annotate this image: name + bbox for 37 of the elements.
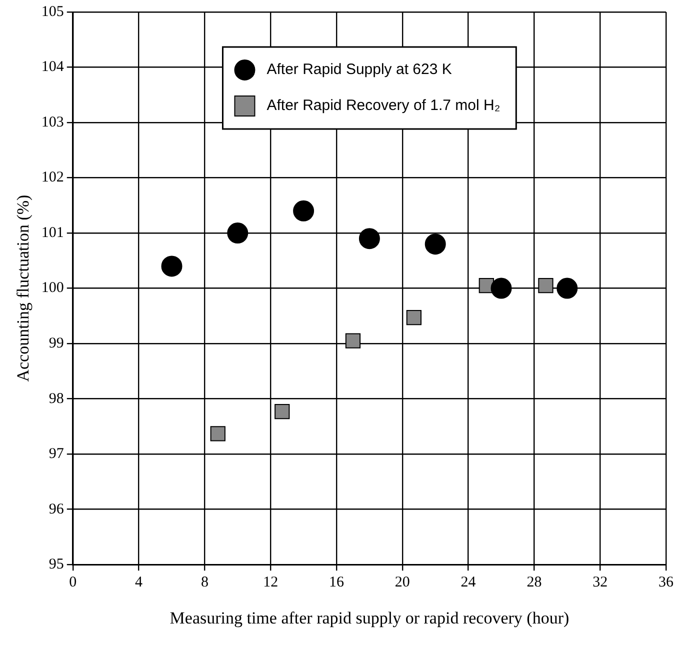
legend-label: After Rapid Recovery of 1.7 mol H₂ [266, 97, 500, 114]
y-tick-label: 95 [48, 556, 64, 573]
point [490, 278, 512, 299]
point [345, 333, 361, 348]
point [358, 228, 380, 250]
x-tick-label: 4 [135, 574, 144, 591]
y-tick-label: 97 [48, 446, 64, 462]
point [424, 234, 446, 255]
y-tick-label: 96 [48, 501, 64, 518]
y-tick-label: 98 [48, 390, 64, 407]
x-tick-label: 24 [460, 574, 476, 591]
y-tick-label: 99 [48, 335, 64, 352]
x-tick-label: 36 [658, 574, 674, 591]
y-axis-title: Accounting fluctuation (%) [14, 194, 33, 382]
x-tick-label: 12 [263, 574, 278, 591]
point [406, 310, 422, 326]
point [538, 278, 554, 294]
y-tick-label: 103 [41, 114, 64, 130]
point [227, 222, 248, 244]
y-tick-label: 102 [41, 170, 64, 186]
point [274, 404, 290, 420]
point [293, 200, 314, 222]
x-tick-label: 32 [592, 574, 608, 591]
point [210, 426, 226, 442]
y-tick-label: 104 [41, 59, 64, 76]
point [556, 278, 578, 299]
x-tick-label: 20 [394, 574, 410, 591]
x-tick-label: 0 [69, 574, 77, 591]
point [161, 256, 182, 277]
legend-label: After Rapid Supply at 623 K [266, 61, 452, 78]
y-tick-label: 101 [41, 224, 64, 241]
x-tick-label: 16 [329, 574, 344, 591]
x-tick-label: 28 [526, 574, 542, 591]
x-axis-title: Measuring time after rapid supply or rapid recovery (hour) [170, 608, 570, 628]
y-tick-label: 100 [41, 280, 64, 296]
x-tick-label: 8 [200, 574, 208, 591]
y-tick-label: 105 [41, 4, 64, 20]
